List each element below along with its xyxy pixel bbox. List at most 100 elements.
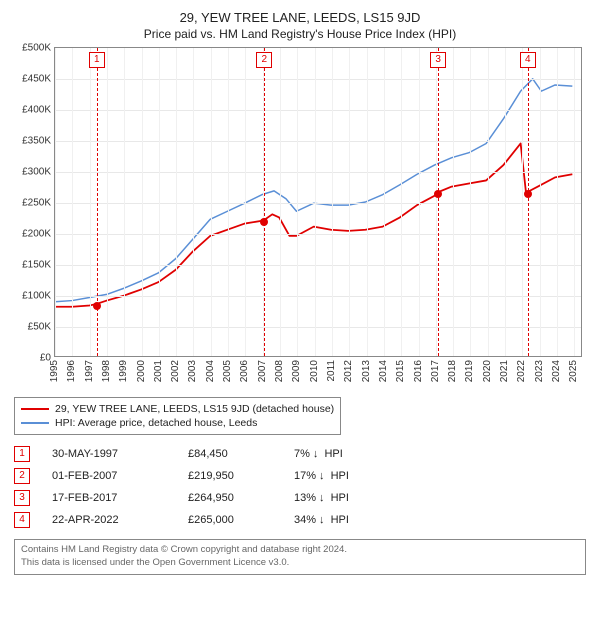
x-axis-label: 2025 bbox=[568, 360, 579, 382]
sale-marker-flag: 3 bbox=[430, 52, 446, 68]
y-axis-label: £200K bbox=[22, 229, 55, 240]
attribution-line: This data is licensed under the Open Gov… bbox=[21, 557, 579, 570]
legend-item: HPI: Average price, detached house, Leed… bbox=[21, 416, 334, 430]
x-axis-label: 2021 bbox=[499, 360, 510, 382]
sale-price: £265,000 bbox=[188, 514, 288, 526]
x-axis-label: 2003 bbox=[187, 360, 198, 382]
sale-marker-flag: 1 bbox=[89, 52, 105, 68]
y-axis-label: £150K bbox=[22, 260, 55, 271]
gridline-vertical bbox=[384, 48, 385, 356]
gridline-vertical bbox=[107, 48, 108, 356]
gridline-vertical bbox=[72, 48, 73, 356]
x-axis-label: 2010 bbox=[309, 360, 320, 382]
gridline-vertical bbox=[55, 48, 56, 356]
gridline-horizontal bbox=[55, 234, 581, 235]
x-axis-label: 2000 bbox=[136, 360, 147, 382]
attribution-box: Contains HM Land Registry data © Crown c… bbox=[14, 539, 586, 575]
legend-swatch bbox=[21, 408, 49, 410]
gridline-vertical bbox=[505, 48, 506, 356]
sale-marker-dot bbox=[260, 218, 268, 226]
arrow-down-icon bbox=[316, 514, 328, 526]
sale-marker-line bbox=[264, 48, 265, 356]
sale-marker-line bbox=[97, 48, 98, 356]
y-axis-label: £50K bbox=[28, 322, 55, 333]
gridline-vertical bbox=[522, 48, 523, 356]
gridline-horizontal bbox=[55, 265, 581, 266]
gridline-vertical bbox=[124, 48, 125, 356]
sale-marker-dot bbox=[93, 302, 101, 310]
gridline-vertical bbox=[540, 48, 541, 356]
gridline-vertical bbox=[401, 48, 402, 356]
x-axis-label: 2019 bbox=[464, 360, 475, 382]
gridline-vertical bbox=[557, 48, 558, 356]
chart-lines-svg bbox=[55, 48, 581, 356]
x-axis-label: 2014 bbox=[378, 360, 389, 382]
gridline-vertical bbox=[367, 48, 368, 356]
x-axis-label: 2015 bbox=[395, 360, 406, 382]
gridline-vertical bbox=[159, 48, 160, 356]
sale-price: £264,950 bbox=[188, 492, 288, 504]
gridline-vertical bbox=[211, 48, 212, 356]
x-axis-label: 2008 bbox=[274, 360, 285, 382]
x-axis-label: 2018 bbox=[447, 360, 458, 382]
sale-date: 22-APR-2022 bbox=[36, 514, 182, 526]
arrow-down-icon bbox=[316, 492, 328, 504]
x-axis-label: 1996 bbox=[66, 360, 77, 382]
gridline-vertical bbox=[280, 48, 281, 356]
gridline-horizontal bbox=[55, 172, 581, 173]
gridline-horizontal bbox=[55, 296, 581, 297]
y-axis-label: £100K bbox=[22, 291, 55, 302]
legend-swatch bbox=[21, 422, 49, 424]
sale-marker-flag: 2 bbox=[256, 52, 272, 68]
legend-label: 29, YEW TREE LANE, LEEDS, LS15 9JD (deta… bbox=[55, 403, 334, 415]
x-axis-label: 2004 bbox=[205, 360, 216, 382]
gridline-vertical bbox=[453, 48, 454, 356]
sale-marker-dot bbox=[524, 190, 532, 198]
gridline-vertical bbox=[470, 48, 471, 356]
sale-marker-dot bbox=[434, 190, 442, 198]
sale-row: 130-MAY-1997£84,4507% HPI bbox=[14, 443, 586, 465]
x-axis-label: 1995 bbox=[49, 360, 60, 382]
y-axis-label: £400K bbox=[22, 105, 55, 116]
y-axis-label: £300K bbox=[22, 167, 55, 178]
x-axis-label: 2001 bbox=[153, 360, 164, 382]
x-axis-label: 2017 bbox=[430, 360, 441, 382]
x-axis-label: 2002 bbox=[170, 360, 181, 382]
sale-marker-line bbox=[438, 48, 439, 356]
x-axis-label: 2020 bbox=[482, 360, 493, 382]
gridline-vertical bbox=[315, 48, 316, 356]
x-axis-label: 2016 bbox=[413, 360, 424, 382]
x-axis-label: 1999 bbox=[118, 360, 129, 382]
gridline-vertical bbox=[488, 48, 489, 356]
y-axis-label: £250K bbox=[22, 198, 55, 209]
gridline-vertical bbox=[436, 48, 437, 356]
gridline-horizontal bbox=[55, 141, 581, 142]
sale-price: £219,950 bbox=[188, 470, 288, 482]
arrow-down-icon bbox=[310, 448, 322, 460]
sale-date: 30-MAY-1997 bbox=[36, 448, 182, 460]
y-axis-label: £500K bbox=[22, 43, 55, 54]
series-line-price_paid bbox=[55, 143, 572, 306]
sale-row: 3 17-FEB-2017 £264,950 13% HPI bbox=[14, 487, 586, 509]
series-line-hpi bbox=[55, 79, 572, 302]
chart-title-main: 29, YEW TREE LANE, LEEDS, LS15 9JD bbox=[10, 10, 590, 25]
x-axis-label: 1997 bbox=[84, 360, 95, 382]
sale-vs-hpi: 7% HPI bbox=[294, 448, 404, 460]
sale-vs-hpi: 13% HPI bbox=[294, 492, 404, 504]
gridline-vertical bbox=[574, 48, 575, 356]
sale-vs-hpi: 34% HPI bbox=[294, 514, 404, 526]
gridline-vertical bbox=[419, 48, 420, 356]
x-axis-label: 2022 bbox=[516, 360, 527, 382]
x-axis-label: 2012 bbox=[343, 360, 354, 382]
chart-container: 29, YEW TREE LANE, LEEDS, LS15 9JD Price… bbox=[0, 0, 600, 581]
sale-number-badge: 3 bbox=[14, 490, 30, 506]
gridline-vertical bbox=[193, 48, 194, 356]
arrow-down-icon bbox=[316, 470, 328, 482]
sale-marker-flag: 4 bbox=[520, 52, 536, 68]
gridline-horizontal bbox=[55, 79, 581, 80]
sale-row: 422-APR-2022£265,00034% HPI bbox=[14, 509, 586, 531]
gridline-vertical bbox=[90, 48, 91, 356]
gridline-vertical bbox=[142, 48, 143, 356]
sale-date: 17-FEB-2017 bbox=[36, 492, 182, 504]
x-axis-label: 2005 bbox=[222, 360, 233, 382]
